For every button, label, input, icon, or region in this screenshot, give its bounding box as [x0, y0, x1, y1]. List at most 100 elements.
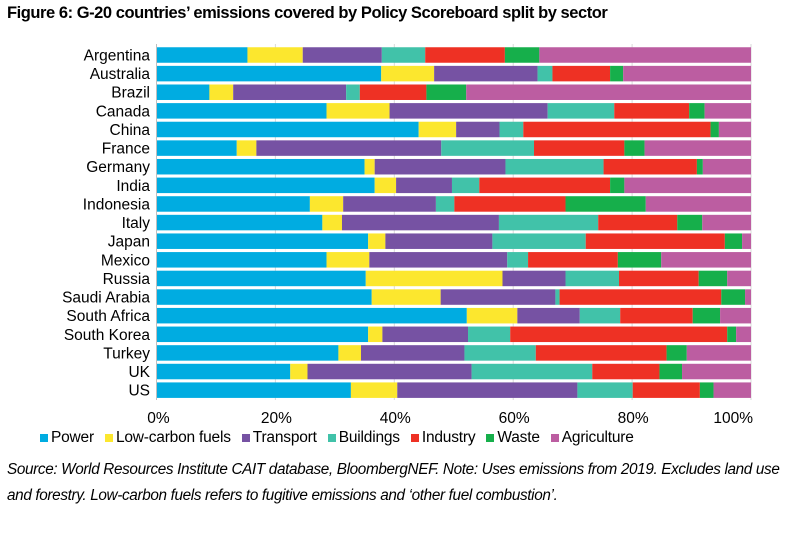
legend-label: Industry: [421, 429, 476, 446]
bar-segment-italy-agriculture: [702, 214, 751, 231]
bar-segment-saudi-arabia-agriculture: [745, 289, 751, 305]
category-label-italy: Italy: [122, 215, 151, 232]
bar-segment-germany-transport: [374, 158, 506, 175]
bar-row-us: [156, 382, 751, 398]
bar-segment-turkey-transport: [361, 345, 465, 361]
bar-segment-turkey-buildings: [464, 345, 536, 361]
bar-segment-brazil-agriculture: [466, 84, 751, 100]
bar-segment-australia-industry: [552, 65, 611, 82]
bar-segment-india-transport: [396, 177, 452, 194]
bar-segment-saudi-arabia-waste: [721, 289, 746, 305]
bar-segment-australia-buildings: [537, 65, 553, 82]
bar-segment-france-agriculture: [644, 140, 751, 156]
bar-segment-turkey-industry: [535, 345, 667, 361]
legend: Power Low-carbon fuels Transport Buildings I…: [40, 429, 645, 447]
category-label-saudi-arabia: Saudi Arabia: [62, 290, 150, 307]
bar-segment-us-industry: [632, 382, 700, 398]
bar-segment-australia-power: [156, 65, 382, 82]
bar-segment-indonesia-waste: [565, 196, 646, 212]
bar-segment-argentina-power: [156, 47, 248, 63]
bar-row-canada: [156, 103, 751, 119]
bar-segment-us-waste: [699, 382, 714, 398]
bar-segment-japan-industry: [585, 233, 725, 249]
bar-segment-canada-waste: [689, 103, 705, 119]
bar-segment-japan-low-carbon-fuels: [368, 233, 386, 249]
bar-segment-japan-buildings: [492, 233, 586, 249]
bar-segment-china-power: [156, 121, 419, 138]
bar-segment-south-korea-agriculture: [736, 326, 751, 343]
bar-segment-argentina-buildings: [381, 47, 426, 63]
bar-segment-canada-power: [156, 103, 327, 119]
x-tick-label: 80%: [618, 410, 649, 427]
category-label-russia: Russia: [103, 271, 151, 288]
bar-segment-indonesia-buildings: [435, 196, 455, 212]
bar-segment-south-africa-low-carbon-fuels: [466, 307, 518, 324]
bar-segment-germany-waste: [696, 158, 703, 175]
bar-segment-uk-transport: [307, 363, 472, 380]
bar-segment-turkey-waste: [666, 345, 687, 361]
bar-segment-indonesia-agriculture: [645, 196, 751, 212]
bar-segment-uk-industry: [592, 363, 660, 380]
bar-segment-russia-buildings: [565, 270, 620, 287]
bar-segment-indonesia-power: [156, 196, 310, 212]
bars: [156, 47, 751, 398]
category-label-uk: UK: [128, 364, 150, 381]
bar-segment-china-buildings: [499, 121, 524, 138]
bar-segment-china-waste: [710, 121, 719, 138]
bar-segment-france-waste: [624, 140, 645, 156]
bar-segment-us-buildings: [577, 382, 633, 398]
category-label-us: US: [128, 383, 150, 400]
bar-segment-india-waste: [610, 177, 625, 194]
bar-row-india: [156, 177, 751, 194]
bar-row-japan: [156, 233, 751, 249]
x-tick-labels: 0% 20% 40% 60% 80% 100%: [147, 410, 753, 427]
bar-row-indonesia: [156, 196, 751, 212]
category-label-china: China: [110, 122, 151, 139]
bar-segment-argentina-industry: [425, 47, 505, 63]
bar-segment-canada-low-carbon-fuels: [326, 103, 390, 119]
bar-segment-indonesia-industry: [454, 196, 566, 212]
bar-segment-uk-low-carbon-fuels: [290, 363, 308, 380]
bar-segment-argentina-agriculture: [539, 47, 751, 63]
category-label-australia: Australia: [90, 66, 151, 83]
legend-swatch: [40, 434, 48, 442]
legend-swatch: [410, 434, 419, 442]
bar-segment-uk-waste: [659, 363, 683, 380]
bar-segment-russia-agriculture: [727, 270, 751, 287]
legend-label: Agriculture: [561, 429, 634, 446]
category-label-mexico: Mexico: [101, 252, 150, 269]
legend-swatch: [550, 434, 559, 442]
bar-segment-south-korea-buildings: [468, 326, 511, 343]
bar-segment-turkey-power: [156, 345, 339, 361]
bar-segment-south-africa-agriculture: [720, 307, 751, 324]
bar-segment-south-africa-buildings: [579, 307, 621, 324]
legend-item-agriculture: Agriculture: [550, 429, 634, 447]
bar-segment-mexico-industry: [528, 252, 618, 268]
bar-segment-saudi-arabia-power: [156, 289, 372, 305]
bar-segment-saudi-arabia-buildings: [555, 289, 560, 305]
bar-segment-france-power: [156, 140, 237, 156]
category-label-south-africa: South Africa: [66, 308, 150, 325]
category-label-japan: Japan: [108, 234, 150, 251]
category-label-indonesia: Indonesia: [83, 196, 151, 213]
legend-item-low-carbon-fuels: Low-carbon fuels: [104, 429, 231, 447]
bar-segment-china-industry: [523, 121, 711, 138]
bar-segment-france-buildings: [441, 140, 535, 156]
category-label-india: India: [116, 178, 150, 195]
bar-segment-uk-agriculture: [682, 363, 751, 380]
legend-item-power: Power: [40, 429, 94, 447]
category-label-turkey: Turkey: [103, 345, 150, 362]
bar-row-saudi-arabia: [156, 289, 751, 305]
bar-segment-indonesia-low-carbon-fuels: [309, 196, 344, 212]
bar-segment-us-power: [156, 382, 351, 398]
bar-row-australia: [156, 65, 751, 82]
bar-row-south-korea: [156, 326, 751, 343]
bar-row-argentina: [156, 47, 751, 63]
bar-segment-china-transport: [456, 121, 500, 138]
x-tick-label: 100%: [713, 410, 753, 427]
bar-segment-germany-industry: [603, 158, 697, 175]
bar-segment-india-industry: [479, 177, 611, 194]
bar-segment-japan-transport: [385, 233, 493, 249]
legend-label: Low-carbon fuels: [115, 429, 231, 446]
bar-segment-italy-low-carbon-fuels: [322, 214, 342, 231]
